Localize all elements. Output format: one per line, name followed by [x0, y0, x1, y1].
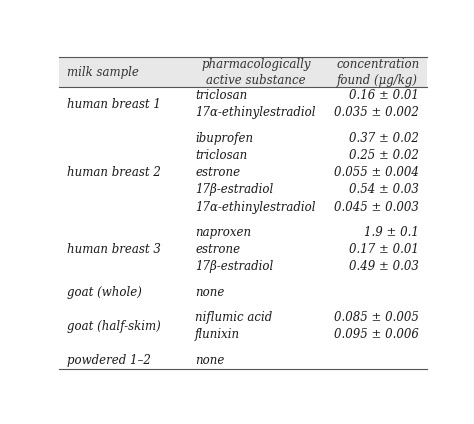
Text: naproxen: naproxen: [195, 226, 251, 239]
Text: flunixin: flunixin: [195, 329, 240, 341]
Text: 1.9 ± 0.1: 1.9 ± 0.1: [365, 226, 419, 239]
Text: 0.54 ± 0.03: 0.54 ± 0.03: [349, 183, 419, 196]
Text: pharmacologically
active substance: pharmacologically active substance: [201, 58, 310, 87]
Text: 0.16 ± 0.01: 0.16 ± 0.01: [349, 89, 419, 102]
Text: concentration
found (μg/kg): concentration found (μg/kg): [336, 58, 419, 87]
Text: milk sample: milk sample: [66, 66, 138, 79]
Text: 0.045 ± 0.003: 0.045 ± 0.003: [334, 201, 419, 214]
Text: estrone: estrone: [195, 243, 240, 256]
Text: 0.095 ± 0.006: 0.095 ± 0.006: [334, 329, 419, 341]
Text: 0.035 ± 0.002: 0.035 ± 0.002: [334, 106, 419, 119]
Text: 0.17 ± 0.01: 0.17 ± 0.01: [349, 243, 419, 256]
Text: 0.25 ± 0.02: 0.25 ± 0.02: [349, 149, 419, 162]
Text: niflumic acid: niflumic acid: [195, 311, 273, 324]
Text: 0.49 ± 0.03: 0.49 ± 0.03: [349, 260, 419, 273]
Text: 0.055 ± 0.004: 0.055 ± 0.004: [334, 166, 419, 179]
Text: triclosan: triclosan: [195, 89, 247, 102]
Text: none: none: [195, 286, 225, 299]
Text: goat (half-skim): goat (half-skim): [66, 320, 160, 333]
Text: 0.085 ± 0.005: 0.085 ± 0.005: [334, 311, 419, 324]
Text: estrone: estrone: [195, 166, 240, 179]
Text: powdered 1–2: powdered 1–2: [66, 354, 150, 367]
Bar: [59, 57, 427, 87]
Text: 0.37 ± 0.02: 0.37 ± 0.02: [349, 132, 419, 145]
Text: goat (whole): goat (whole): [66, 286, 141, 299]
Text: 17β-estradiol: 17β-estradiol: [195, 183, 273, 196]
Text: 17α-ethinylestradiol: 17α-ethinylestradiol: [195, 106, 316, 119]
Text: 17β-estradiol: 17β-estradiol: [195, 260, 273, 273]
Text: human breast 3: human breast 3: [66, 243, 161, 256]
Text: triclosan: triclosan: [195, 149, 247, 162]
Text: none: none: [195, 354, 225, 367]
Text: human breast 2: human breast 2: [66, 166, 161, 179]
Text: ibuprofen: ibuprofen: [195, 132, 253, 145]
Text: human breast 1: human breast 1: [66, 98, 161, 111]
Text: 17α-ethinylestradiol: 17α-ethinylestradiol: [195, 201, 316, 214]
